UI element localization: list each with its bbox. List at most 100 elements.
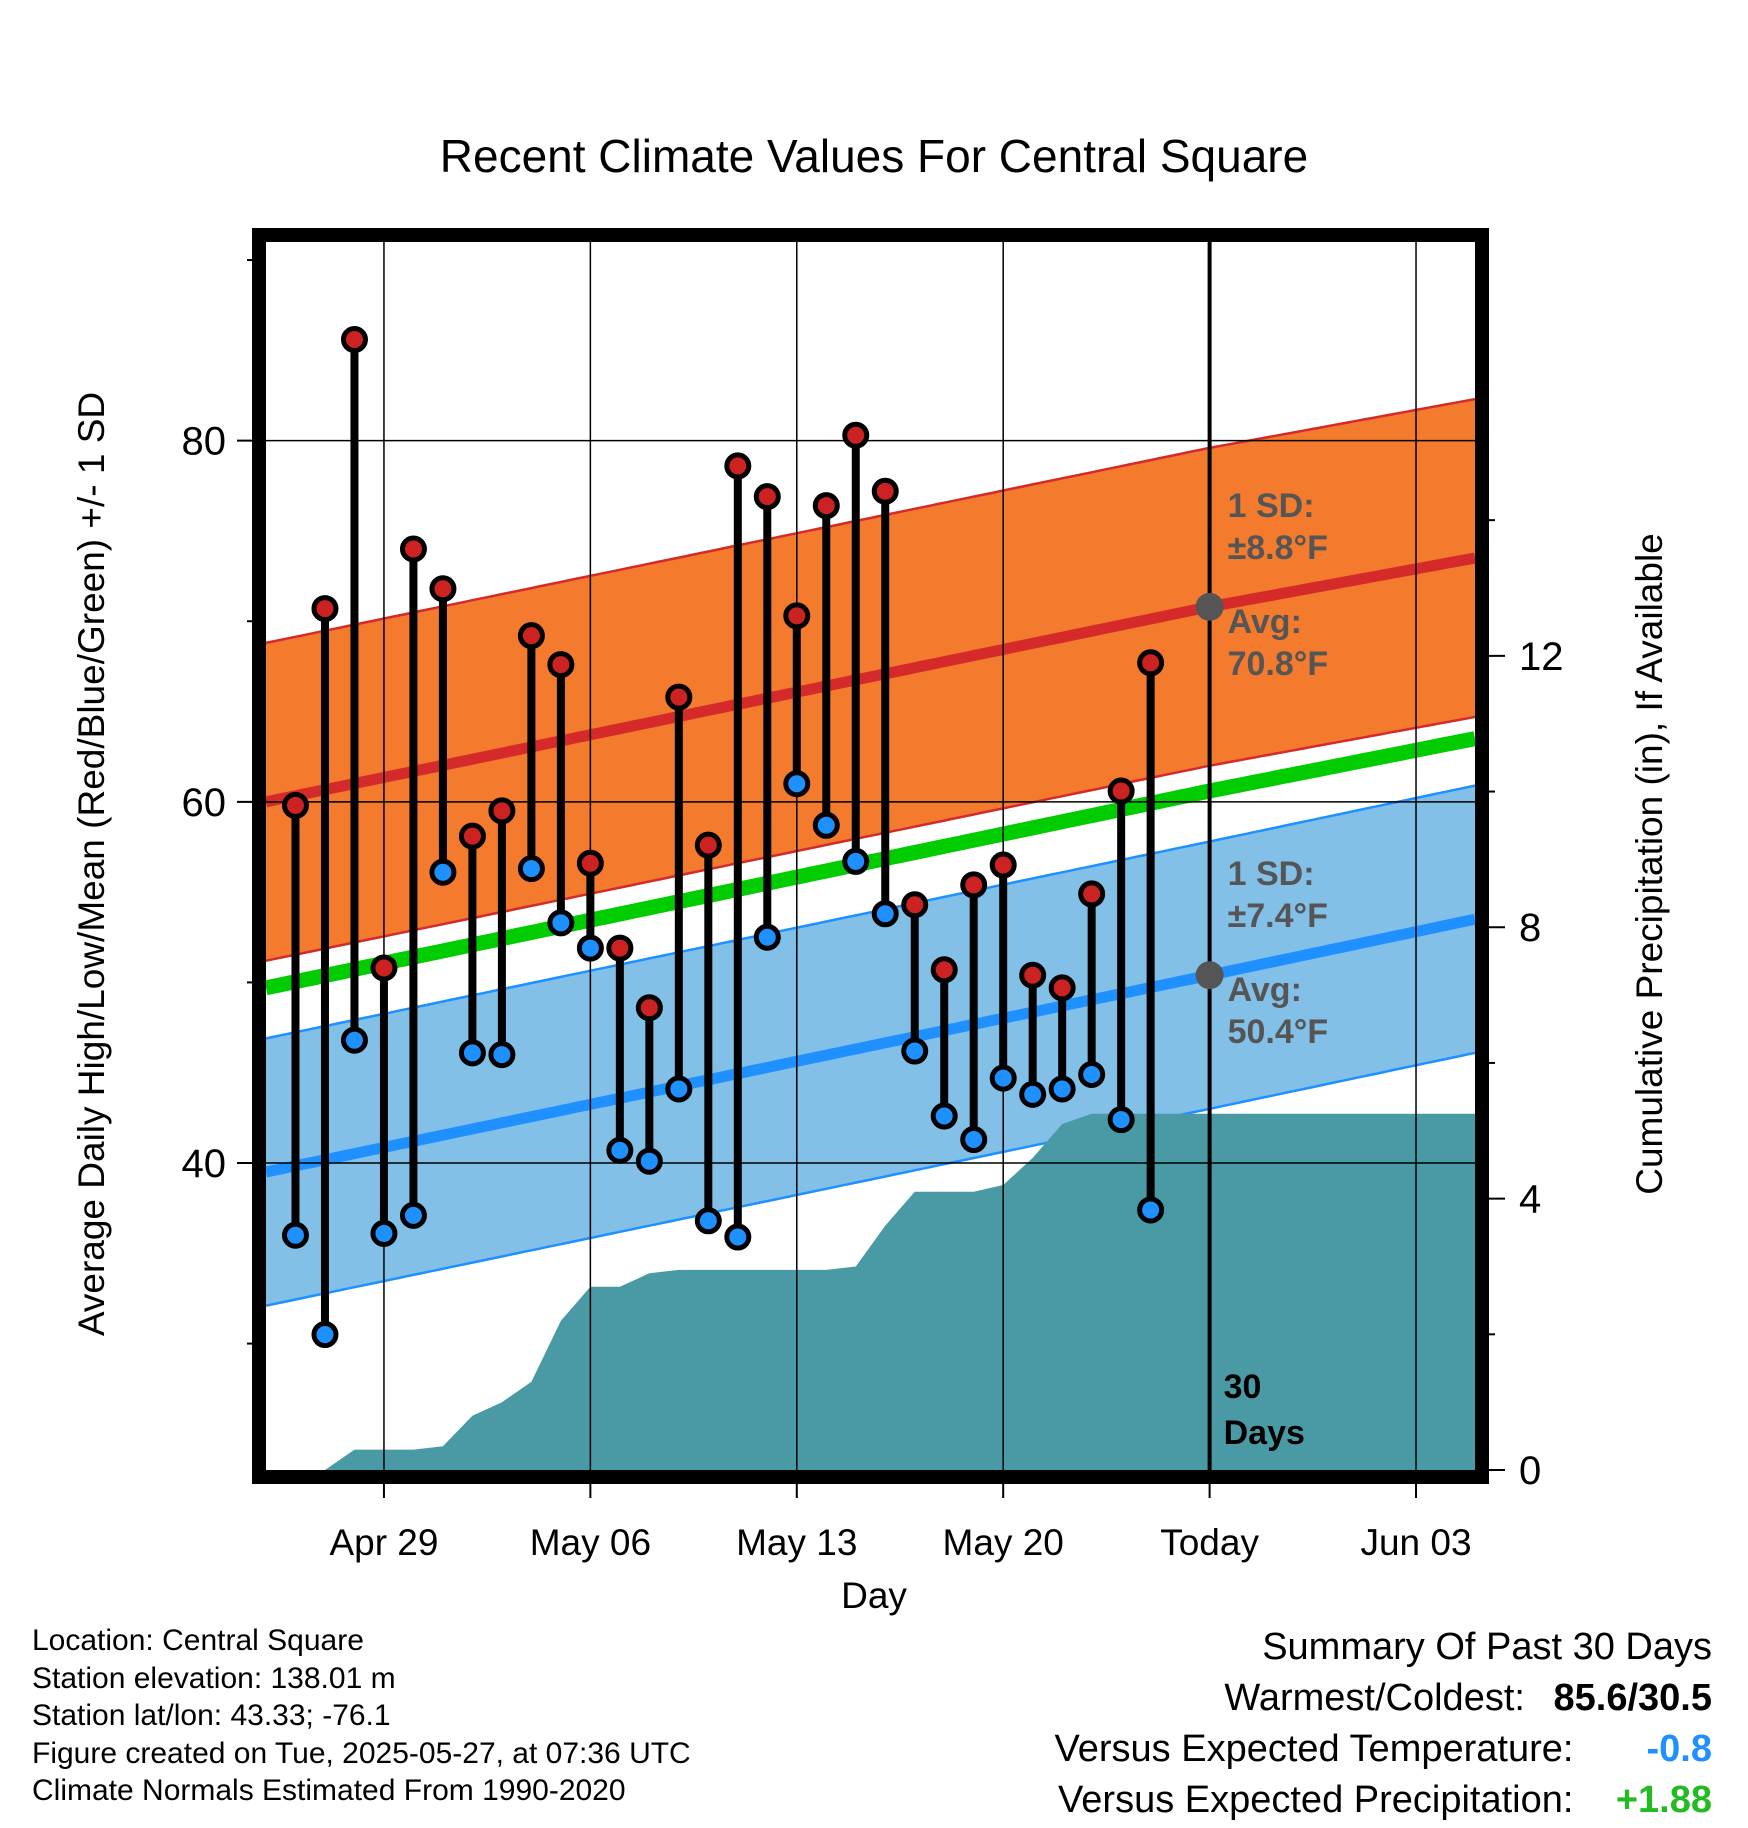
low-normal-band-lower-edge [265,1051,1476,1307]
low-point [281,1221,309,1249]
low-point [458,1039,486,1067]
high-point [930,956,958,984]
high-point [340,326,368,354]
high-point [635,994,663,1022]
low-point [340,1026,368,1054]
summary-panel: Summary Of Past 30 Days Warmest/Coldest:… [1055,1622,1712,1826]
high-normal-line [264,552,1477,808]
low-point [783,770,811,798]
high-point [1048,974,1076,1002]
high-point [429,575,457,603]
high-point [960,871,988,899]
high-point [399,535,427,563]
precip-area [266,1113,1475,1470]
low-point [370,1219,398,1247]
climate-chart: Recent Climate Values For Central Square… [71,130,1670,1616]
high-point [1137,649,1165,677]
station-info: Location: Central Square Station elevati… [32,1622,691,1810]
y2-tick-label: 12 [1519,635,1564,679]
high-point [1107,777,1135,805]
x-tick-label: Apr 29 [329,1522,438,1563]
temp-value: -0.8 [1646,1728,1712,1770]
low-avg-label: Avg: [1228,971,1302,1009]
low-point [517,855,545,883]
low-normal-band-upper-edge [265,784,1476,1040]
low-point [989,1064,1017,1092]
y2-tick-label: 8 [1519,906,1541,950]
precip-value: +1.88 [1615,1779,1712,1821]
low-avg-marker [1195,961,1224,990]
location-text: Location: Central Square [32,1624,364,1657]
high-point [1078,880,1106,908]
high-point [812,492,840,520]
low-point [665,1075,693,1103]
low-point [1107,1106,1135,1134]
summary-temp-row: Versus Expected Temperature: -0.8 [1055,1724,1712,1775]
low-point [871,900,899,928]
days-label-line1: 30 [1224,1368,1262,1406]
low-point [311,1321,339,1349]
high-avg-label: Avg: [1228,603,1302,641]
warmest-value: 85.6/30.5 [1553,1677,1712,1719]
precip-label: Versus Expected Precipitation: [1058,1779,1574,1821]
x-tick-label: May 13 [736,1522,857,1563]
high-point [281,791,309,819]
created-text: Figure created on Tue, 2025-05-27, at 07… [32,1736,691,1770]
low-point [488,1041,516,1069]
high-normal-band-lower-edge [265,715,1476,962]
y2-axis-label: Cumulative Precipitation (in), If Availa… [1629,533,1670,1195]
low-point [1137,1196,1165,1224]
x-axis-label: Day [841,1575,907,1616]
high-point [989,851,1017,879]
high-point [547,651,575,679]
high-point [370,954,398,982]
high-normal-band-upper-edge [265,397,1476,645]
high-avg-marker [1195,592,1224,621]
high-point [1019,961,1047,989]
high-point [724,452,752,480]
low-point [724,1223,752,1251]
low-normal-line [264,913,1477,1178]
low-point [753,923,781,951]
low-point [429,858,457,886]
high-point [665,683,693,711]
low-point [399,1201,427,1229]
normals-text: Climate Normals Estimated From 1990-2020 [32,1774,626,1807]
low-point [1019,1080,1047,1108]
low-point [842,847,870,875]
summary-precip-row: Versus Expected Precipitation: +1.88 [1055,1775,1712,1826]
low-point [547,909,575,937]
summary-warmest-row: Warmest/Coldest: 85.6/30.5 [1055,1673,1712,1724]
low-point [930,1102,958,1130]
elevation-text: Station elevation: 138.01 m [32,1661,396,1695]
x-tick-label: Today [1160,1522,1259,1563]
high-point [488,797,516,825]
high-point [842,421,870,449]
low-point [1078,1061,1106,1089]
x-tick-label: Jun 03 [1360,1522,1471,1563]
high-point [517,622,545,650]
low-point [635,1147,663,1175]
y2-tick-label: 0 [1519,1449,1541,1493]
high-point [783,602,811,630]
high-point [606,934,634,962]
low-sd-value: ±7.4°F [1228,897,1328,935]
low-point [960,1126,988,1154]
high-point [694,831,722,859]
high-point [871,477,899,505]
mean-normal-line [264,731,1477,996]
y-tick-label: 40 [182,1142,227,1186]
high-point [311,595,339,623]
low-sd-label: 1 SD: [1228,855,1315,893]
chart-title: Recent Climate Values For Central Square [440,130,1308,182]
high-sd-label: 1 SD: [1228,487,1315,525]
y2-tick-label: 4 [1519,1178,1541,1222]
low-point [812,811,840,839]
high-point [576,849,604,877]
days-label-line2: Days [1224,1414,1305,1452]
latlon-text: Station lat/lon: 43.33; -76.1 [32,1699,391,1732]
low-point [901,1037,929,1065]
plot-frame [252,228,1489,1484]
summary-heading: Summary Of Past 30 Days [1262,1626,1712,1668]
low-point [576,934,604,962]
